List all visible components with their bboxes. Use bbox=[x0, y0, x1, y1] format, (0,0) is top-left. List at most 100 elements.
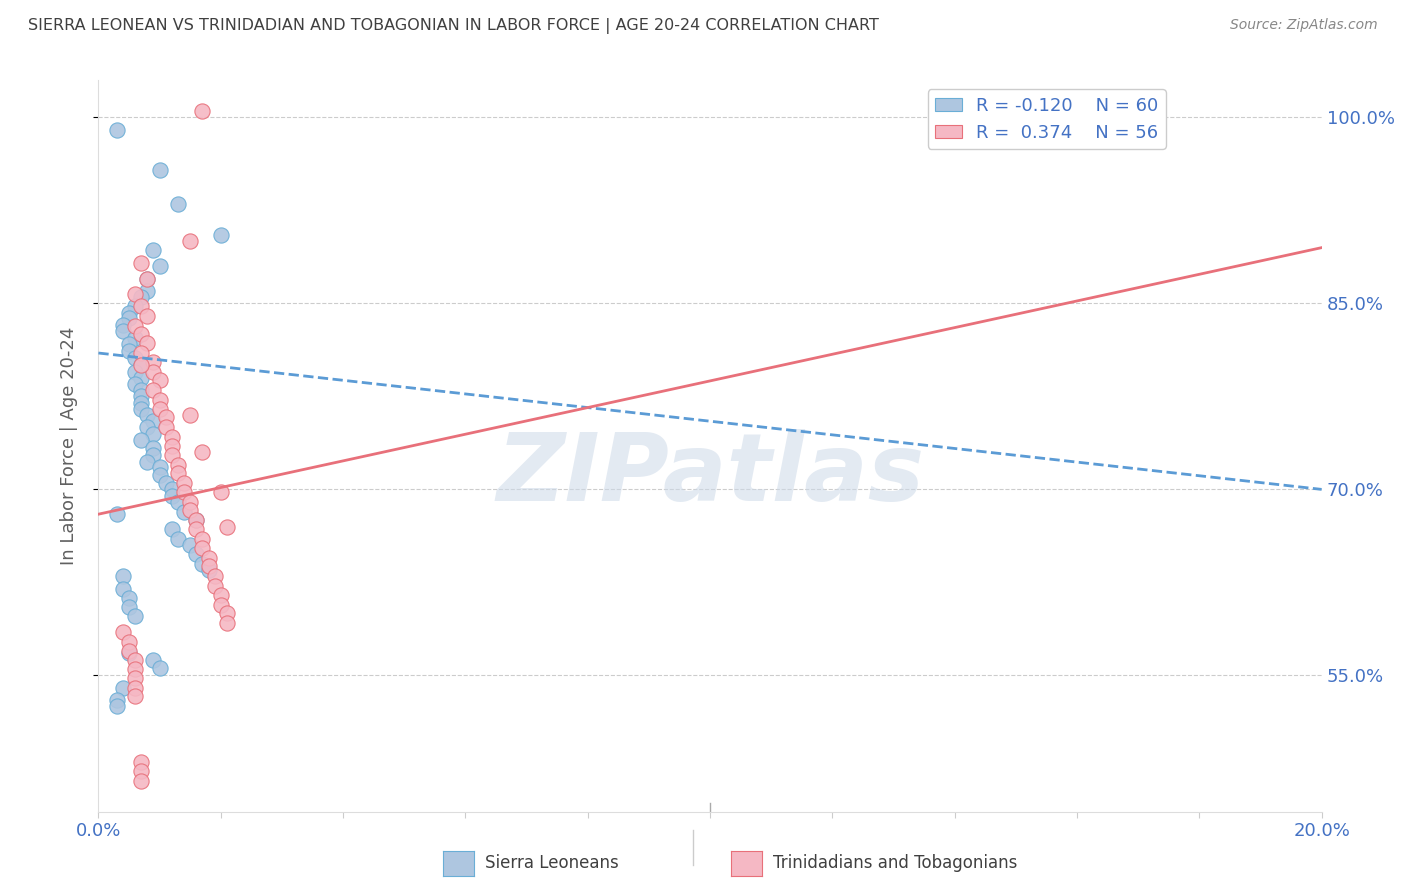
Point bbox=[209, 588, 232, 602]
Point bbox=[129, 389, 152, 403]
Point bbox=[136, 420, 159, 434]
Point bbox=[129, 371, 152, 385]
Point bbox=[105, 693, 128, 707]
Point bbox=[209, 484, 232, 499]
Point bbox=[173, 505, 195, 519]
Point bbox=[142, 426, 165, 441]
Point bbox=[118, 600, 141, 615]
Point bbox=[129, 255, 152, 269]
Point bbox=[160, 430, 183, 444]
Y-axis label: In Labor Force | Age 20-24: In Labor Force | Age 20-24 bbox=[59, 326, 77, 566]
Point bbox=[191, 557, 214, 571]
Point bbox=[160, 439, 183, 453]
Point bbox=[118, 643, 141, 657]
Point bbox=[167, 532, 190, 546]
Point bbox=[149, 460, 172, 475]
Point bbox=[111, 624, 134, 639]
Point bbox=[142, 448, 165, 462]
Point bbox=[142, 414, 165, 428]
Point bbox=[129, 764, 152, 778]
Text: ZIPatlas: ZIPatlas bbox=[496, 429, 924, 521]
Point bbox=[215, 519, 238, 533]
Point bbox=[129, 395, 152, 409]
Point bbox=[124, 662, 146, 676]
Point bbox=[124, 286, 146, 301]
Point bbox=[191, 532, 214, 546]
Point bbox=[142, 243, 165, 257]
Point bbox=[160, 522, 183, 536]
Point bbox=[149, 467, 172, 482]
Point bbox=[155, 420, 177, 434]
Point bbox=[129, 346, 152, 360]
Point bbox=[111, 681, 134, 695]
Point bbox=[197, 559, 219, 574]
Point bbox=[124, 681, 146, 695]
Point bbox=[155, 410, 177, 425]
Point bbox=[118, 306, 141, 320]
Point bbox=[209, 598, 232, 612]
Point bbox=[124, 351, 146, 365]
Point bbox=[160, 489, 183, 503]
Point bbox=[167, 197, 190, 211]
Point bbox=[215, 616, 238, 631]
Point bbox=[136, 336, 159, 351]
Point bbox=[149, 401, 172, 416]
Point bbox=[124, 608, 146, 623]
Point bbox=[204, 579, 226, 593]
Point bbox=[179, 235, 201, 249]
Point bbox=[160, 448, 183, 462]
Point bbox=[167, 495, 190, 509]
Point bbox=[129, 401, 152, 416]
Point bbox=[118, 646, 141, 660]
Point bbox=[136, 271, 159, 285]
Point bbox=[167, 467, 190, 481]
Point bbox=[129, 299, 152, 313]
Legend: R = -0.120    N = 60, R =  0.374    N = 56: R = -0.120 N = 60, R = 0.374 N = 56 bbox=[928, 89, 1166, 149]
Point bbox=[191, 541, 214, 555]
Point bbox=[186, 547, 208, 561]
Point bbox=[149, 259, 172, 273]
Point bbox=[204, 569, 226, 583]
Point bbox=[173, 476, 195, 491]
Point bbox=[186, 522, 208, 536]
Point bbox=[124, 365, 146, 379]
Point bbox=[173, 484, 195, 499]
Point bbox=[149, 162, 172, 177]
Point bbox=[149, 393, 172, 408]
Point bbox=[124, 671, 146, 685]
Point bbox=[215, 607, 238, 621]
Point bbox=[142, 365, 165, 379]
Point bbox=[105, 123, 128, 137]
Point bbox=[129, 773, 152, 788]
Text: SIERRA LEONEAN VS TRINIDADIAN AND TOBAGONIAN IN LABOR FORCE | AGE 20-24 CORRELAT: SIERRA LEONEAN VS TRINIDADIAN AND TOBAGO… bbox=[28, 18, 879, 34]
Point bbox=[124, 318, 146, 333]
Point bbox=[142, 354, 165, 368]
Point bbox=[124, 331, 146, 345]
Point bbox=[129, 327, 152, 342]
Point bbox=[136, 309, 159, 323]
Point bbox=[118, 343, 141, 358]
Point bbox=[179, 503, 201, 517]
Point bbox=[136, 284, 159, 298]
Point bbox=[124, 377, 146, 392]
Point bbox=[142, 383, 165, 397]
Point bbox=[129, 359, 152, 373]
Point bbox=[191, 445, 214, 459]
Point bbox=[136, 271, 159, 285]
Point bbox=[105, 699, 128, 714]
Point bbox=[179, 538, 201, 552]
Point bbox=[136, 455, 159, 469]
Point bbox=[142, 442, 165, 456]
Point bbox=[129, 359, 152, 373]
Point bbox=[118, 591, 141, 606]
Point bbox=[124, 690, 146, 704]
Text: Sierra Leoneans: Sierra Leoneans bbox=[485, 855, 619, 872]
Point bbox=[118, 311, 141, 326]
Point bbox=[149, 661, 172, 675]
Point bbox=[167, 458, 190, 472]
Point bbox=[209, 228, 232, 243]
Point bbox=[105, 507, 128, 521]
Text: Trinidadians and Tobagonians: Trinidadians and Tobagonians bbox=[773, 855, 1018, 872]
Point bbox=[179, 495, 201, 509]
Point bbox=[129, 383, 152, 397]
